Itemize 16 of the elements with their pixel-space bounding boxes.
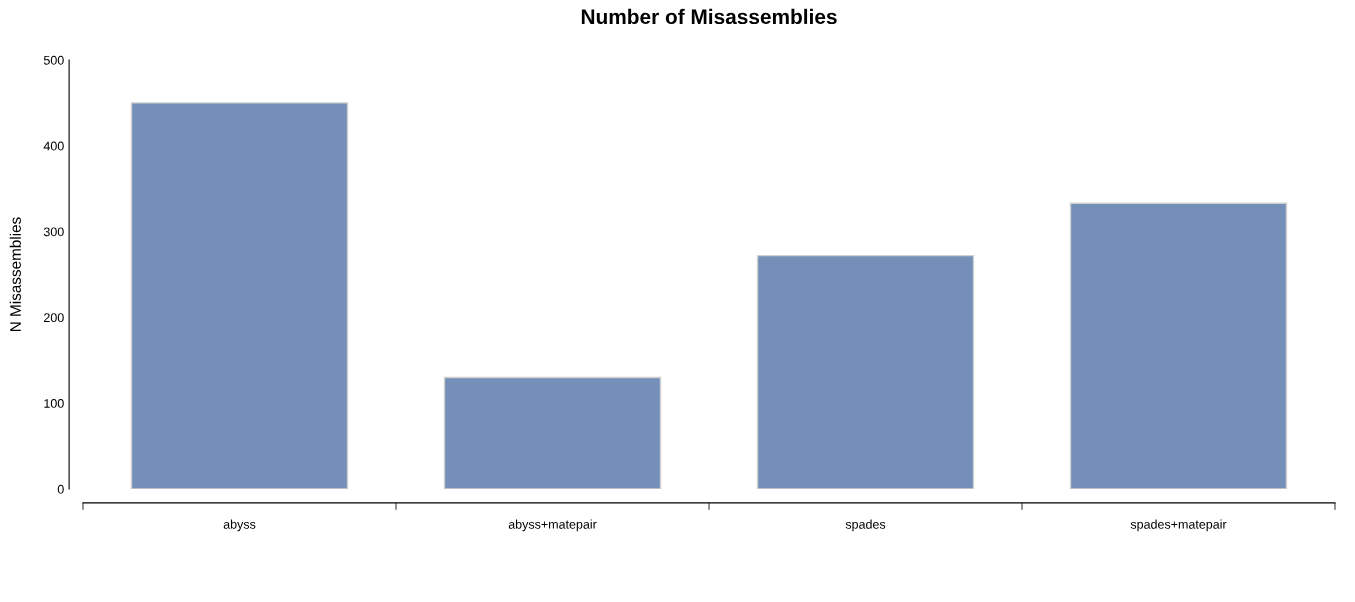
x-tick-label: spades [845,519,886,532]
y-tick-label: 400 [43,141,64,151]
y-tick-label: 0 [57,484,64,494]
x-tick-label: abyss [223,519,256,532]
bar [130,102,349,489]
y-tick-label: 100 [44,399,64,408]
bar [756,254,975,489]
bar [443,376,662,489]
bar [1069,202,1288,489]
chart-title: Number of Misassemblies [581,8,837,25]
x-tick-label: abyss+matepair [508,519,597,532]
x-tick-label: spades+matepair [1130,519,1227,532]
y-tick-label: 300 [43,227,64,237]
y-tick-label: 500 [43,55,64,65]
y-tick-label: 200 [44,313,64,323]
y-axis-title: N Misassemblies [9,217,21,331]
